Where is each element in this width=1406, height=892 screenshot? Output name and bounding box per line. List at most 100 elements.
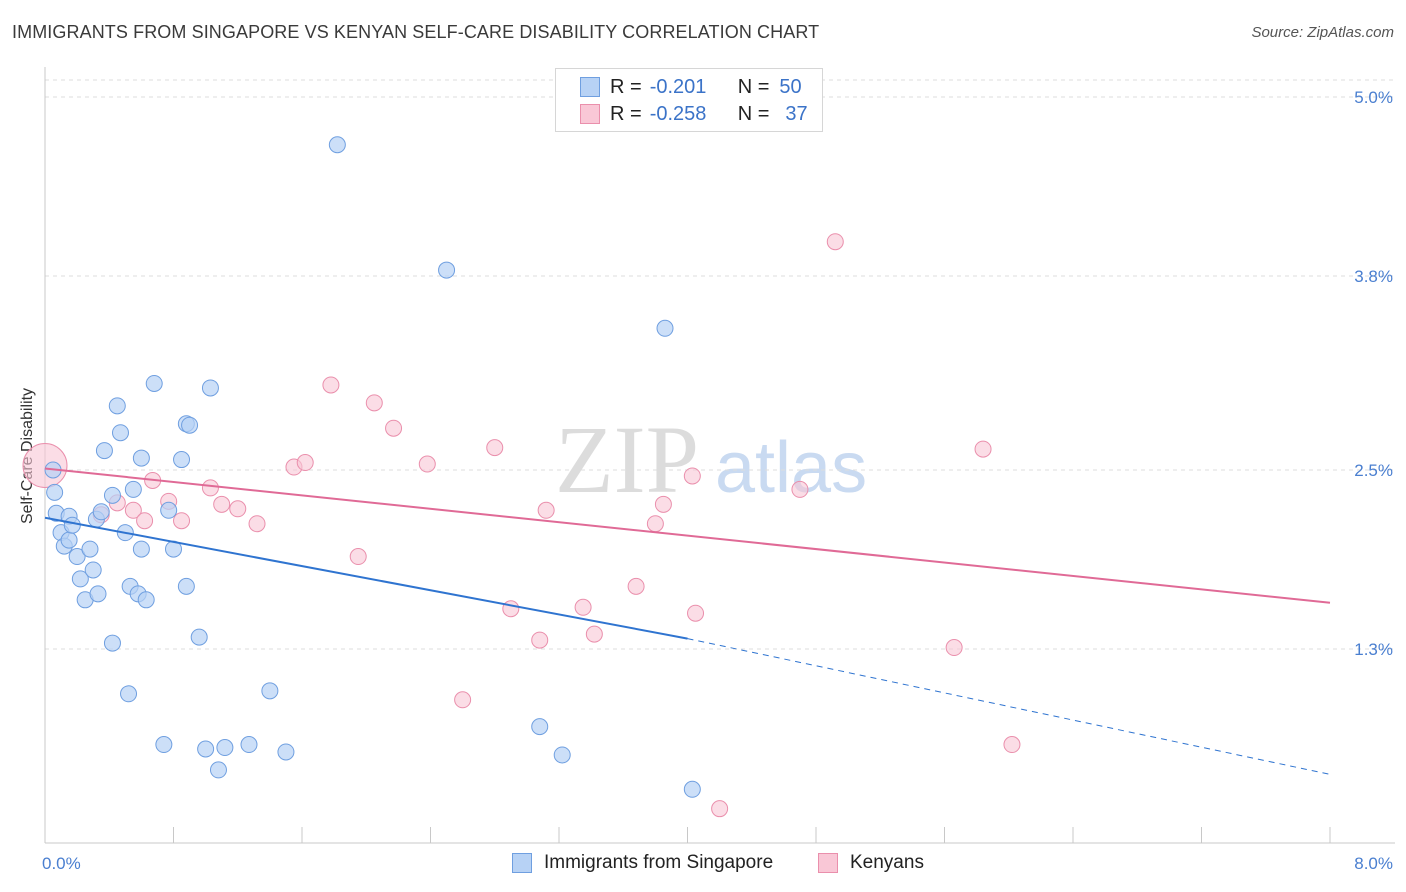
singapore-point: [120, 685, 138, 703]
singapore-point: [201, 379, 219, 397]
singapore-point: [261, 682, 279, 700]
x-tick-labels: 0.0% 8.0%: [42, 854, 1393, 873]
chart-source: Source: ZipAtlas.com: [1251, 24, 1394, 41]
singapore-point: [683, 780, 701, 798]
series-kenyans-points: [22, 233, 1021, 818]
legend-item-singapore[interactable]: Immigrants from Singapore: [512, 852, 773, 874]
singapore-point: [173, 451, 191, 469]
grid-lines: [45, 79, 1395, 650]
singapore-point: [190, 628, 208, 646]
legend-swatch-singapore: [512, 853, 532, 873]
kenyans-point: [585, 625, 603, 643]
singapore-point: [84, 561, 102, 579]
kenyans-point: [201, 479, 219, 497]
legend-swatch-kenyans: [818, 853, 838, 873]
kenyans-point: [124, 501, 142, 519]
singapore-point: [89, 585, 107, 603]
kenyans-point: [531, 631, 549, 649]
x-tick-label: 8.0%: [1354, 854, 1393, 873]
singapore-point: [103, 634, 121, 652]
singapore-point: [132, 540, 150, 558]
kenyans-point: [173, 512, 191, 530]
legend-n-value: 50: [779, 75, 802, 98]
legend-r-value: -0.258: [649, 102, 707, 125]
kenyans-point: [502, 600, 520, 618]
kenyans-point: [627, 577, 645, 595]
singapore-point: [132, 449, 150, 467]
kenyans-point: [418, 455, 436, 473]
kenyans-point: [654, 495, 672, 513]
y-tick-label: 2.5%: [1354, 461, 1393, 480]
legend-swatch-singapore: [580, 77, 600, 97]
kenyans-point: [296, 454, 314, 472]
watermark-atlas: atlas: [715, 428, 867, 508]
singapore-point: [216, 739, 234, 757]
watermark: ZIP atlas: [555, 406, 867, 513]
kenyans-point: [1003, 736, 1021, 754]
singapore-point: [145, 374, 163, 392]
kenyans-point: [974, 440, 992, 458]
legend-n-value: 37: [785, 102, 808, 125]
kenyans-point: [229, 500, 247, 518]
kenyans-point: [791, 480, 809, 498]
legend-r-label: R =: [610, 102, 642, 125]
y-tick-label: 3.8%: [1354, 267, 1393, 286]
kenyans-point: [574, 598, 592, 616]
kenyans-point: [537, 501, 555, 519]
kenyans-point: [711, 800, 729, 818]
kenyans-point: [365, 394, 383, 412]
kenyans-point: [687, 604, 705, 622]
singapore-point: [181, 416, 199, 434]
singapore-point: [68, 548, 86, 566]
kenyans-point: [213, 495, 231, 513]
singapore-point: [108, 397, 126, 415]
legend-r-value: -0.201: [649, 75, 707, 98]
trend-lines: [44, 467, 1331, 775]
singapore-point: [209, 761, 227, 779]
kenyans-point: [683, 467, 701, 485]
watermark-zip: ZIP: [555, 406, 699, 513]
kenyans-point: [454, 691, 472, 709]
singapore-point: [160, 501, 178, 519]
kenyans-point: [22, 443, 68, 489]
singapore-point: [656, 319, 674, 337]
singapore-point: [92, 503, 110, 521]
kenyans-point: [486, 439, 504, 457]
legend-n-label: N =: [737, 102, 770, 125]
singapore-point: [438, 261, 456, 279]
legend-row-kenyans: R = -0.258 N = 37: [580, 101, 808, 127]
singapore-point: [155, 736, 173, 754]
correlation-legend: R = -0.201 N = 50 R = -0.258 N = 37: [555, 68, 823, 132]
legend-label-kenyans: Kenyans: [850, 852, 924, 873]
singapore-point: [103, 486, 121, 504]
singapore-trend-line: [44, 516, 688, 640]
singapore-point: [60, 531, 78, 549]
singapore-point: [553, 746, 571, 764]
y-tick-label: 5.0%: [1354, 88, 1393, 107]
legend-row-singapore: R = -0.201 N = 50: [580, 74, 802, 100]
singapore-point: [197, 740, 215, 758]
kenyans-point: [349, 548, 367, 566]
singapore-point: [71, 570, 89, 588]
legend-swatch-kenyans: [580, 104, 600, 124]
singapore-point: [124, 480, 142, 498]
y-tick-label: 1.3%: [1354, 640, 1393, 659]
singapore-point: [277, 743, 295, 761]
singapore-point: [63, 516, 81, 534]
singapore-point: [328, 136, 346, 154]
singapore-point: [531, 718, 549, 736]
kenyans-point: [322, 376, 340, 394]
chart-title: IMMIGRANTS FROM SINGAPORE VS KENYAN SELF…: [12, 22, 820, 42]
kenyans-point: [646, 515, 664, 533]
kenyans-trend-line: [44, 467, 1331, 604]
kenyans-point: [945, 639, 963, 657]
kenyans-point: [136, 512, 154, 530]
legend-label-singapore: Immigrants from Singapore: [544, 852, 774, 873]
singapore-point: [111, 424, 129, 442]
kenyans-point: [248, 515, 266, 533]
series-legend: Immigrants from Singapore Kenyans: [0, 852, 1406, 876]
legend-item-kenyans[interactable]: Kenyans: [818, 852, 924, 874]
singapore-point: [240, 736, 258, 754]
singapore-point: [95, 442, 113, 460]
